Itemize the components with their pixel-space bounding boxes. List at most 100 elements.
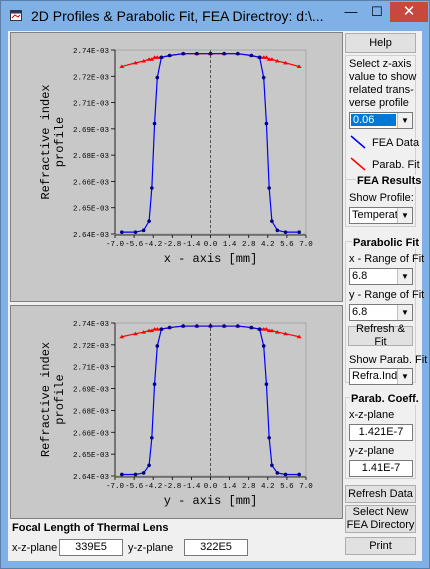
fit-data-point (296, 334, 302, 339)
focal-xz-field[interactable]: 339E5 (59, 539, 123, 556)
x-tick-label: -5.6 (125, 241, 144, 249)
show-profile-select[interactable]: Temperatur ▼ (349, 207, 413, 224)
fea-data-point (283, 230, 288, 234)
fea-data-point (222, 324, 226, 328)
y-range-label: y - Range of Fit (349, 289, 425, 301)
y-tick-label: 2.71E-03 (73, 365, 110, 373)
x-tick-label: -7.0 (106, 241, 125, 249)
help-button[interactable]: Help (345, 33, 416, 53)
y-tick-label: 2.69E-03 (73, 387, 110, 395)
fea-data-point (267, 186, 271, 190)
fea-data-point (120, 230, 124, 234)
x-tick-label: 7.0 (299, 483, 313, 491)
fit-data-point (274, 59, 280, 63)
print-button[interactable]: Print (345, 537, 416, 555)
zaxis-text-3: related trans- (349, 84, 414, 96)
y-range-value: 6.8 (352, 306, 368, 318)
chevron-down-icon: ▼ (397, 113, 412, 128)
fea-data-point (283, 472, 288, 477)
x-range-select[interactable]: 6.8 ▼ (349, 268, 413, 285)
x-tick-label: 0.0 (204, 483, 218, 491)
fit-data-point (283, 60, 289, 65)
fea-data-point (222, 51, 226, 56)
refresh-fit-button[interactable]: Refresh & Fit (348, 323, 413, 348)
fea-data-point (152, 121, 157, 126)
show-fit-select[interactable]: Refra.Index ▼ (349, 368, 413, 385)
fea-data-point (261, 75, 266, 80)
fea-data-point (152, 382, 157, 386)
x-tick-label: -2.8 (163, 483, 181, 491)
y-tick-label: 2.66E-03 (73, 430, 110, 438)
fea-results-title: FEA Results (356, 175, 423, 187)
y-tick-label: 2.72E-03 (73, 74, 110, 82)
zaxis-select[interactable]: 0.06 ▼ (349, 112, 413, 129)
x-range-label: x - Range of Fit (349, 253, 425, 265)
title-bar[interactable]: 2D Profiles & Parabolic Fit, FEA Directr… (1, 1, 429, 31)
chevron-down-icon: ▼ (397, 269, 412, 284)
maximize-button[interactable]: ☐ (371, 4, 383, 19)
fea-data-point (159, 55, 164, 60)
parab-coeff-title: Parab. Coeff. (350, 393, 420, 405)
fit-data-point (274, 330, 280, 334)
fea-data-point (235, 51, 240, 56)
focal-yz-label: y-z-plane (128, 542, 174, 554)
fea-data-point (249, 325, 254, 330)
fea-data-point (120, 472, 124, 477)
select-new-fea-directory-button[interactable]: Select New FEA Directory (345, 505, 416, 533)
y-axis-label: profile (53, 117, 67, 167)
y-tick-label: 2.68E-03 (73, 408, 110, 416)
fea-data-point (155, 344, 160, 348)
y-axis-label: Refractive index (39, 84, 53, 199)
fea-data-point (257, 55, 262, 60)
y-profile-plot: 2.74E-03 2.72E-03 2.71E-03 2.69E-03 2.68E-03… (10, 305, 343, 519)
zaxis-text-1: Select z-axis (349, 58, 412, 70)
show-profile-label: Show Profile: (349, 192, 414, 204)
fit-data-point (263, 327, 269, 331)
chevron-down-icon: ▼ (397, 369, 412, 384)
y-tick-label: 2.66E-03 (73, 179, 110, 187)
y-range-select[interactable]: 6.8 ▼ (349, 304, 413, 321)
x-tick-label: -4.2 (144, 483, 162, 491)
y-axis-label: profile (53, 374, 67, 424)
x-tick-label: 5.6 (280, 241, 294, 249)
fit-legend-label: Parab. Fit (372, 159, 420, 171)
x-tick-label: -4.2 (144, 241, 162, 249)
coeff-xz-field[interactable]: 1.421E-7 (349, 424, 413, 441)
fit-data-point (141, 330, 147, 334)
select-new-line1: Select New (352, 506, 409, 519)
parab-coeff-panel: Parab. Coeff. x-z-plane 1.421E-7 y-z-pla… (345, 393, 420, 479)
coeff-yz-label: y-z-plane (349, 445, 395, 457)
refresh-data-button[interactable]: Refresh Data (345, 485, 416, 503)
fit-data-point (283, 331, 289, 336)
y-profile-chart: 2.74E-03 2.72E-03 2.71E-03 2.69E-03 2.68E-03… (39, 321, 313, 508)
y-tick-label: 2.69E-03 (73, 127, 110, 135)
fea-data-point (235, 324, 240, 328)
fea-data-point (249, 53, 254, 58)
x-tick-label: -1.4 (182, 241, 201, 249)
fea-data-point (275, 471, 280, 475)
focal-length-title: Focal Length of Thermal Lens (12, 522, 169, 534)
fea-data-point (181, 51, 186, 56)
fea-data-point (297, 472, 301, 477)
coeff-yz-field[interactable]: 1.41E-7 (349, 460, 413, 477)
focal-yz-field[interactable]: 322E5 (184, 539, 248, 556)
fea-legend-line-icon (350, 135, 366, 149)
fea-data-point (167, 325, 172, 330)
x-tick-label: 4.2 (261, 241, 275, 249)
fea-data-point (150, 435, 154, 440)
x-tick-label: -5.6 (125, 483, 144, 491)
fit-data-point (149, 328, 155, 333)
minimize-button[interactable]: — (344, 4, 358, 19)
x-tick-label: 2.8 (242, 241, 256, 249)
fea-data-point (147, 463, 151, 468)
fea-data-point (208, 51, 213, 56)
y-axis-label: Refractive index (39, 342, 53, 457)
x-tick-label: 0.0 (204, 241, 218, 249)
coeff-xz-label: x-z-plane (349, 409, 395, 421)
fea-data-point (141, 471, 146, 475)
close-button[interactable]: ✕ (390, 2, 428, 22)
fea-data-point (150, 186, 154, 190)
x-tick-label: 1.4 (223, 483, 237, 491)
fea-legend-label: FEA Data (372, 137, 420, 149)
